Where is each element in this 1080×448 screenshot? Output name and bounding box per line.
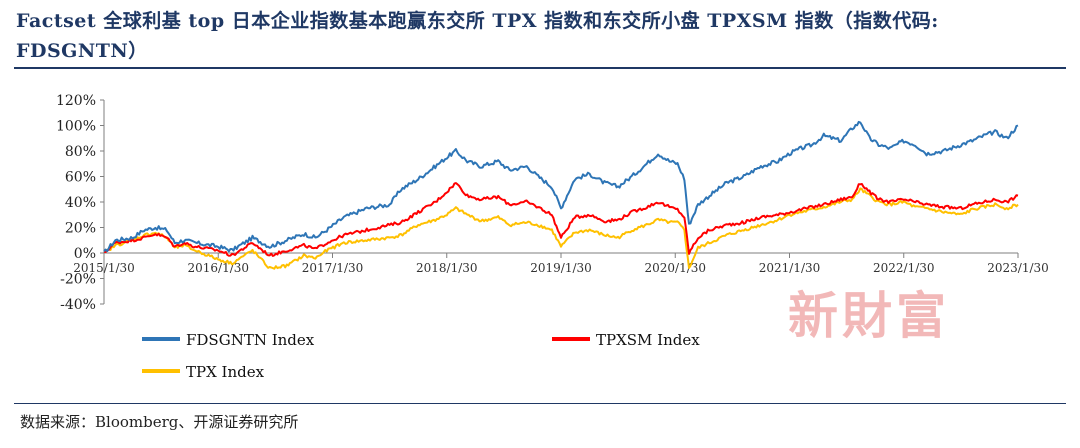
y-tick-label: 20% xyxy=(65,221,96,237)
x-tick-label: 2018/1/30 xyxy=(416,261,478,275)
x-tick-label: 2021/1/30 xyxy=(759,261,821,275)
x-tick-label: 2017/1/30 xyxy=(302,261,364,275)
legend-label: TPXSM Index xyxy=(596,331,700,349)
x-tick-label: 2023/1/30 xyxy=(987,261,1049,275)
title-divider xyxy=(14,67,1066,69)
y-tick-label: 80% xyxy=(65,144,96,160)
chart-title: Factset 全球利基 top 日本企业指数基本跑赢东交所 TPX 指数和东交… xyxy=(16,6,1066,66)
series-line-fdsgntn-index xyxy=(103,120,1019,253)
y-tick-label: -20% xyxy=(60,272,96,288)
x-tick-label: 2019/1/30 xyxy=(530,261,592,275)
chart-title-line2: FDSGNTN） xyxy=(16,40,148,62)
x-tick-label: 2016/1/30 xyxy=(187,261,249,275)
legend-label: TPX Index xyxy=(186,363,265,381)
source-note: 数据来源：Bloomberg、开源证券研究所 xyxy=(20,413,299,431)
x-tick-label: 2020/1/30 xyxy=(644,261,706,275)
chart-series xyxy=(103,120,1019,270)
x-tick-label: 2022/1/30 xyxy=(873,261,935,275)
watermark: 新財富 xyxy=(788,286,950,345)
series-line-tpxsm-index xyxy=(103,182,1019,257)
series-line-tpx-index xyxy=(103,187,1019,270)
x-tick-label: 2015/1/30 xyxy=(73,261,135,275)
y-tick-label: 120% xyxy=(56,93,96,109)
y-tick-label: 100% xyxy=(56,119,96,135)
y-tick-label: -40% xyxy=(60,297,96,313)
y-tick-label: 40% xyxy=(65,195,96,211)
y-tick-label: 60% xyxy=(65,170,96,186)
source-divider xyxy=(14,403,1066,404)
legend-label: FDSGNTN Index xyxy=(186,331,315,349)
chart-title-line1: Factset 全球利基 top 日本企业指数基本跑赢东交所 TPX 指数和东交… xyxy=(16,10,939,32)
chart-legend: FDSGNTN Index TPXSM Index TPX Index xyxy=(142,331,700,381)
y-tick-label: 0% xyxy=(74,246,96,262)
